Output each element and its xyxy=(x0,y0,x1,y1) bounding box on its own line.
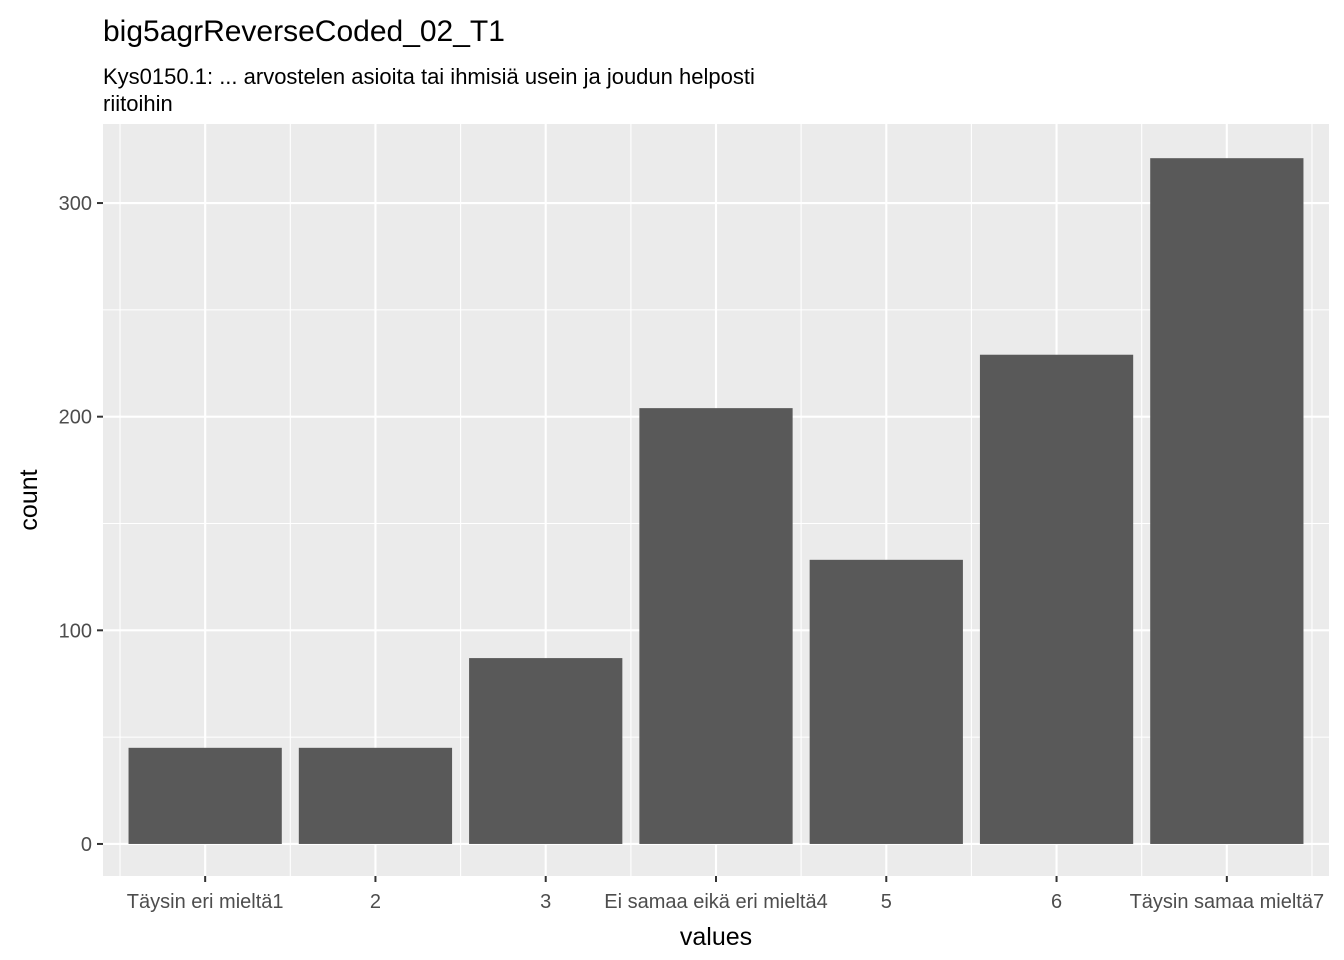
x-axis-title: values xyxy=(680,923,752,951)
bar-3 xyxy=(469,658,623,844)
chart-subtitle-line-2: riitoihin xyxy=(103,91,173,116)
bar-6 xyxy=(979,354,1134,844)
x-tick-label: 6 xyxy=(1051,891,1062,913)
bar-7 xyxy=(1150,158,1304,844)
y-tick-label: 100 xyxy=(59,620,92,642)
bar-4 xyxy=(639,408,793,844)
x-tick-label: 2 xyxy=(370,891,381,913)
y-axis-title: count xyxy=(15,469,43,530)
bar-5 xyxy=(809,559,963,844)
x-tick-label: Täysin eri mieltä1 xyxy=(127,891,284,913)
y-tick-label: 200 xyxy=(59,407,92,429)
bar-2 xyxy=(298,747,453,844)
x-tick-label: Ei samaa eikä eri mieltä4 xyxy=(604,891,827,913)
y-tick-label: 0 xyxy=(81,834,92,856)
bar-1 xyxy=(128,747,282,844)
chart-title: big5agrReverseCoded_02_T1 xyxy=(103,15,505,48)
x-axis: Täysin eri mieltä1 2 3 Ei samaa eikä eri mi… xyxy=(127,876,1324,913)
bars xyxy=(128,158,1304,844)
x-tick-label: 5 xyxy=(881,891,892,913)
x-tick-label: 3 xyxy=(540,891,551,913)
y-axis: 0 100 200 300 xyxy=(59,193,103,856)
y-tick-label: 300 xyxy=(59,193,92,215)
chart-subtitle-line-1: Kys0150.1: ... arvostelen asioita tai ih… xyxy=(103,64,755,89)
x-tick-label: Täysin samaa mieltä7 xyxy=(1130,891,1325,913)
